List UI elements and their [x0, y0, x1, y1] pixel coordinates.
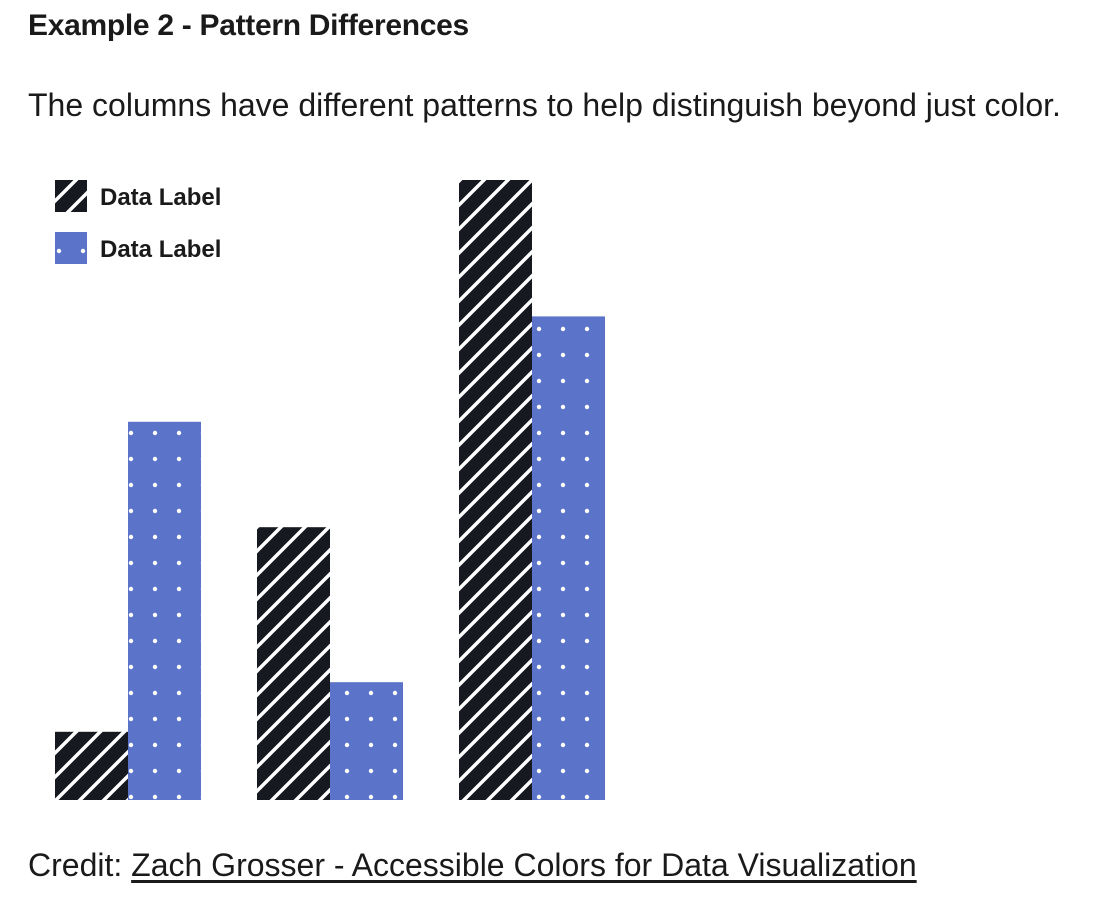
legend-label-1: Data Label [100, 184, 221, 211]
legend-label-2: Data Label [100, 236, 221, 263]
page-heading: Example 2 - Pattern Differences [28, 9, 469, 42]
intro-text: The columns have different patterns to h… [28, 87, 1061, 123]
bar-series-1-group-2 [257, 527, 330, 800]
legend-swatch-2 [55, 232, 87, 264]
bar-series-2-group-3 [532, 316, 605, 800]
bar-series-1-group-1 [55, 731, 128, 800]
bar-series-1-group-3 [459, 180, 532, 800]
pattern-bar-chart: Data Label Data Label [55, 180, 605, 800]
legend-swatch-1 [55, 180, 87, 212]
chart-bars [55, 180, 605, 800]
credit-line: Credit: Zach Grosser - Accessible Colors… [28, 844, 917, 886]
bar-series-2-group-1 [128, 421, 201, 800]
credit-link[interactable]: Zach Grosser - Accessible Colors for Dat… [131, 847, 917, 883]
chart-legend: Data Label Data Label [55, 180, 221, 264]
bar-series-2-group-2 [330, 682, 403, 800]
credit-prefix: Credit: [28, 847, 132, 883]
